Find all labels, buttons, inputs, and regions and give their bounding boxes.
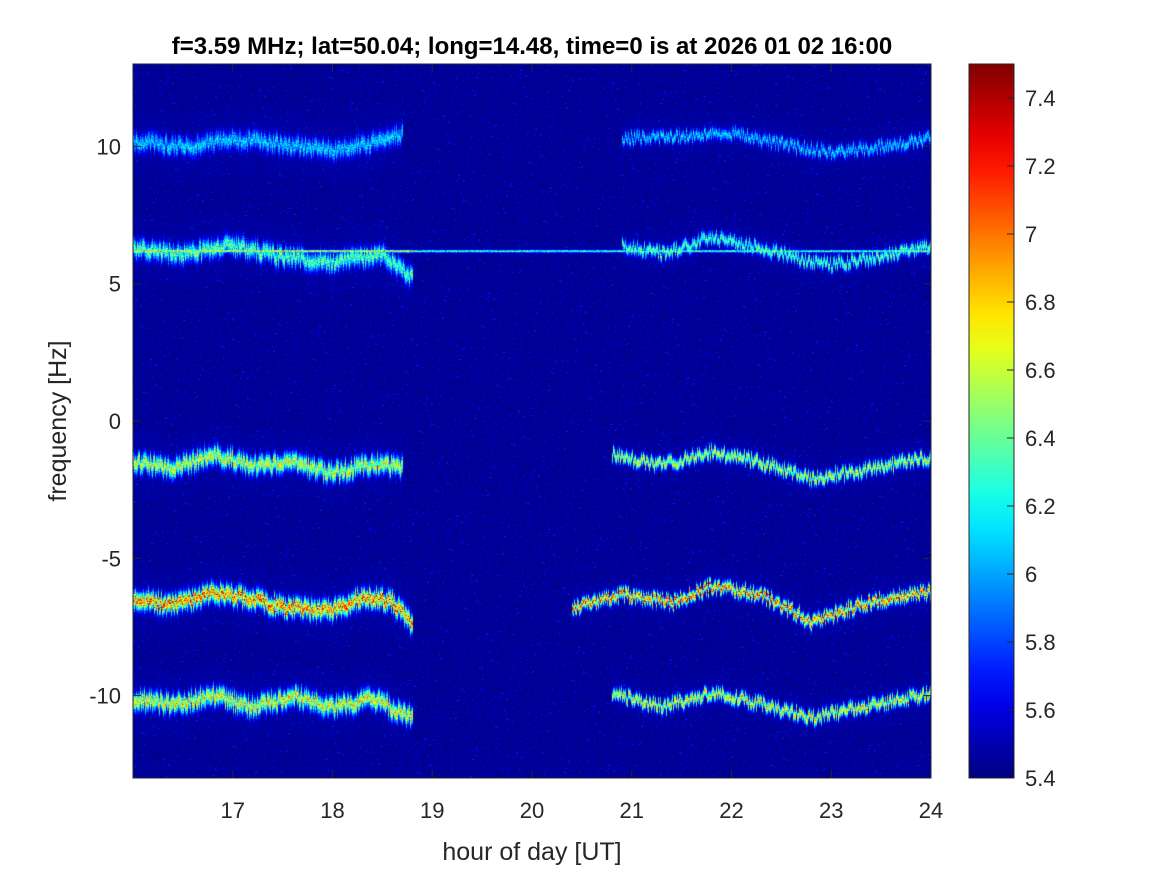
y-axis: -10 -5 0 5 10 bbox=[89, 134, 931, 709]
x-tick-label: 20 bbox=[520, 798, 544, 823]
y-axis-label: frequency [Hz] bbox=[44, 340, 72, 501]
x-tick-label: 23 bbox=[819, 798, 843, 823]
colorbar-tick-label: 5.4 bbox=[1025, 766, 1056, 791]
x-tick-label: 17 bbox=[221, 798, 245, 823]
x-axis-label: hour of day [UT] bbox=[442, 838, 621, 866]
x-tick-label: 21 bbox=[620, 798, 644, 823]
colorbar-tick-label: 5.6 bbox=[1025, 698, 1056, 723]
colorbar-tick-label: 6 bbox=[1025, 562, 1037, 587]
x-tick-label: 19 bbox=[420, 798, 444, 823]
colorbar-tick-label: 7 bbox=[1025, 222, 1037, 247]
spectrogram-image bbox=[133, 64, 931, 778]
y-tick-label: -10 bbox=[89, 684, 121, 709]
colorbar-tick-label: 5.8 bbox=[1025, 630, 1056, 655]
spectrogram-image-wrap bbox=[133, 64, 931, 778]
colorbar-ticks: 5.4 5.6 5.8 6 6.2 6.4 6.6 6.8 7 7.2 7.4 bbox=[1007, 86, 1056, 791]
colorbar-tick-label: 7.2 bbox=[1025, 154, 1056, 179]
plot-area: 17 18 19 20 21 22 23 24 -10 -5 0 5 10 bbox=[89, 63, 943, 823]
chart-title: f=3.59 MHz; lat=50.04; long=14.48, time=… bbox=[172, 33, 892, 60]
x-tick-label: 22 bbox=[719, 798, 743, 823]
colorbar-fill bbox=[969, 64, 1014, 778]
y-tick-label: 0 bbox=[109, 409, 121, 434]
x-axis: 17 18 19 20 21 22 23 24 bbox=[221, 64, 943, 823]
colorbar-tick-label: 6.6 bbox=[1025, 358, 1056, 383]
x-tick-label: 24 bbox=[919, 798, 943, 823]
y-tick-label: 5 bbox=[109, 272, 121, 297]
colorbar-tick-label: 6.4 bbox=[1025, 426, 1056, 451]
colorbar-tick-label: 7.4 bbox=[1025, 86, 1056, 111]
colorbar: 5.4 5.6 5.8 6 6.2 6.4 6.6 6.8 7 7.2 7.4 bbox=[968, 63, 1056, 791]
colorbar-frame bbox=[968, 63, 1015, 779]
colorbar-tick-label: 6.8 bbox=[1025, 290, 1056, 315]
y-tick-label: 10 bbox=[97, 134, 121, 159]
y-tick-label: -5 bbox=[101, 546, 121, 571]
x-tick-label: 18 bbox=[320, 798, 344, 823]
colorbar-tick-label: 6.2 bbox=[1025, 494, 1056, 519]
